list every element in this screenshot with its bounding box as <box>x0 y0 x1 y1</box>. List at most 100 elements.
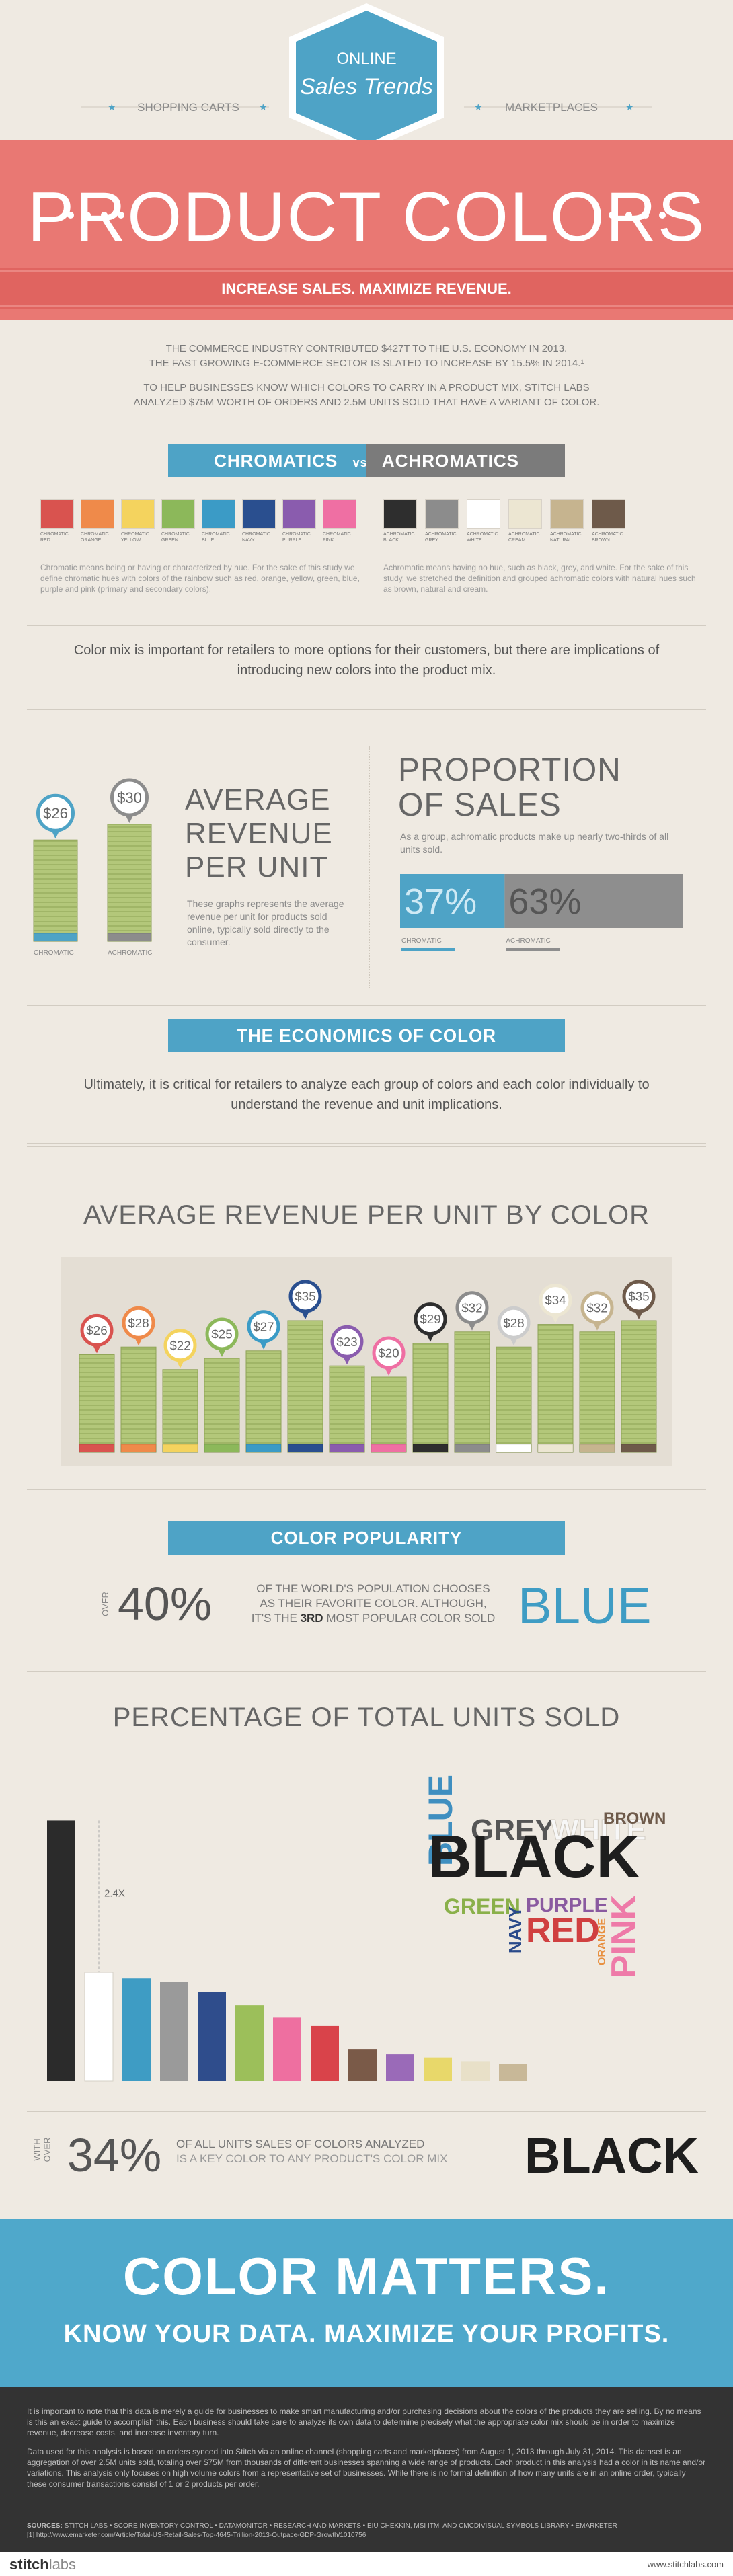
swatch: ACHROMATIC BROWN <box>592 499 625 543</box>
color-band <box>412 1444 449 1453</box>
avg-revenue-text: These graphs represents the average reve… <box>187 898 344 947</box>
separator <box>27 625 706 629</box>
swatch-chip <box>161 499 195 529</box>
popularity-text-part: IT'S THE <box>251 1612 297 1625</box>
swatch-chip <box>282 499 316 529</box>
value-label: 37% <box>404 882 477 922</box>
bar <box>499 2064 527 2081</box>
swatch: CHROMATIC NAVY <box>242 499 276 543</box>
key-stat-line: IS A KEY COLOR TO ANY PRODUCT'S COLOR MI… <box>176 2152 448 2165</box>
value-label: $32 <box>586 1300 607 1315</box>
swatch-label: ACHROMATIC NATURAL <box>550 532 582 543</box>
color-band <box>79 1444 115 1453</box>
swatch-chip <box>467 499 500 529</box>
swatch-chip <box>508 499 542 529</box>
with-label: WITH <box>32 2138 42 2161</box>
pin <box>455 1291 489 1325</box>
value-label: $28 <box>128 1316 149 1330</box>
swatch-label: CHROMATIC RED <box>40 532 69 543</box>
units-title: PERCENTAGE OF TOTAL UNITS SOLD <box>112 1703 621 1732</box>
cloud-word: PURPLE <box>526 1894 608 1916</box>
key-stat-color: BLACK <box>525 2128 699 2183</box>
color-band <box>371 1444 407 1453</box>
color-band <box>107 933 152 942</box>
swatch-chip <box>323 499 356 529</box>
value-label: $26 <box>86 1323 107 1337</box>
pin <box>497 1306 531 1339</box>
swatches: CHROMATIC RED CHROMATIC ORANGE CHROMATIC Y… <box>0 499 733 553</box>
money-stack <box>162 1369 198 1453</box>
divider <box>369 746 370 988</box>
header-right: MARKETPLACES <box>505 101 598 114</box>
money-stack <box>412 1343 449 1453</box>
color-band <box>537 1444 574 1453</box>
closing-title: COLOR MATTERS. <box>122 2247 611 2306</box>
closing-subtitle: KNOW YOUR DATA. MAXIMIZE YOUR PROFITS. <box>63 2320 670 2348</box>
economics-text: Ultimately, it is critical for retailers… <box>83 1077 650 1112</box>
intro-line: THE COMMERCE INDUSTRY CONTRIBUTED $427T … <box>165 343 568 354</box>
popularity-text-part: MOST POPULAR COLOR SOLD <box>326 1612 496 1625</box>
pin <box>36 793 75 832</box>
bar <box>122 1978 151 2081</box>
swatch-chip <box>202 499 235 529</box>
color-band <box>162 1444 198 1453</box>
proportion-text: As a group, achromatic products make up … <box>400 831 669 855</box>
separator <box>27 2111 706 2115</box>
proportion-chart: 37% CHROMATIC 63% ACHROMATIC <box>400 874 683 951</box>
footnote: [1] http://www.emarketer.com/Article/Tot… <box>27 2532 366 2539</box>
popularity-line-3: IT'S THE 3RD MOST POPULAR COLOR SOLD <box>232 1611 514 1626</box>
header-art: ★ ★ ★ ★ SHOPPING CARTS MARKETPLACES ONLI… <box>81 3 652 151</box>
sources: STITCH LABS • SCORE INVENTORY CONTROL • … <box>64 2522 617 2530</box>
over-label: OVER <box>42 2137 52 2162</box>
bar <box>424 2057 452 2081</box>
swatch: ACHROMATIC NATURAL <box>550 499 584 543</box>
intro-line: THE FAST GROWING E-COMMERCE SECTOR IS SL… <box>149 358 584 369</box>
separator <box>27 1668 706 1672</box>
segment <box>504 874 683 928</box>
pin <box>288 1280 322 1313</box>
cloud-word: BLACK <box>428 1824 640 1891</box>
color-band <box>621 1444 657 1453</box>
pin <box>247 1310 280 1343</box>
pin <box>414 1302 447 1336</box>
badge-bottom: Sales Trends <box>300 74 433 100</box>
star: ★ <box>259 102 268 112</box>
value-label: $35 <box>295 1290 315 1304</box>
pin <box>163 1329 197 1362</box>
swatch: ACHROMATIC CREAM <box>508 499 542 543</box>
popularity-ribbon: COLOR POPULARITY <box>148 1521 585 1560</box>
swatch-chip <box>242 499 276 529</box>
pin <box>122 1306 155 1339</box>
value-label: $28 <box>503 1316 524 1330</box>
avg-revenue-title: AVERAGE REVENUE PER UNIT <box>185 783 333 884</box>
logo: stitchlabs <box>9 2556 76 2573</box>
swatch-chip <box>40 499 74 529</box>
dots <box>67 212 666 219</box>
category-label: CHROMATIC <box>34 949 74 957</box>
pin <box>80 1313 114 1347</box>
footer-paragraph: Data used for this analysis is based on … <box>27 2447 706 2489</box>
swatch: ACHROMATIC GREY <box>425 499 459 543</box>
pin <box>580 1291 614 1325</box>
cloud-word: WHITE <box>551 1813 646 1846</box>
pin <box>205 1317 239 1351</box>
swatch-chip <box>121 499 155 529</box>
url: www.stitchlabs.com <box>647 2559 724 2569</box>
swatch-chip <box>592 499 625 529</box>
key-stat: 34% <box>67 2129 162 2181</box>
statement: Color mix is important for retailers to … <box>73 643 660 678</box>
money-stack <box>33 839 78 942</box>
revenue-by-color-title: AVERAGE REVENUE PER UNIT BY COLOR <box>83 1200 650 1230</box>
color-band <box>287 1444 323 1453</box>
header-left: SHOPPING CARTS <box>137 101 239 114</box>
value-label: $35 <box>628 1290 649 1304</box>
popularity-line: OF THE WORLD'S POPULATION CHOOSES <box>256 1582 490 1595</box>
star: ★ <box>625 102 634 112</box>
value-label: $27 <box>253 1319 274 1333</box>
pin <box>330 1325 364 1358</box>
bar <box>311 2025 339 2081</box>
popularity-color: BLUE <box>518 1577 652 1635</box>
category-strip <box>506 948 560 951</box>
badge-top: ONLINE <box>336 50 396 68</box>
cloud-word: ORANGE <box>596 1918 608 1966</box>
